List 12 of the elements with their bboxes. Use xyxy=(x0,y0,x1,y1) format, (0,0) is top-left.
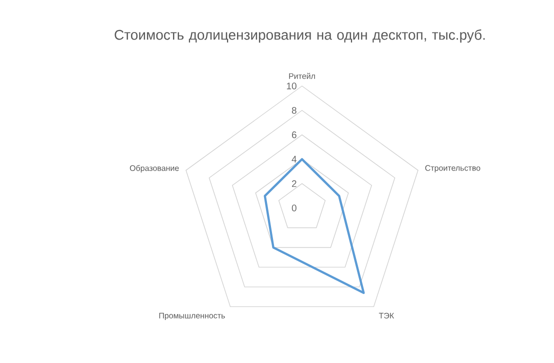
y-tick-label: 2 xyxy=(292,180,296,187)
spoke-label: Ритейл xyxy=(289,72,315,79)
y-tick-label: 8 xyxy=(292,107,296,114)
spoke-label: Промышленность xyxy=(159,312,225,320)
spoke-label: Строительство xyxy=(425,165,480,172)
spoke-label: ТЭК xyxy=(378,312,394,319)
y-tick-label: 6 xyxy=(292,131,296,138)
spoke-label: Образование xyxy=(130,165,179,173)
chart-title: Стоимость долицензирования на один десктоп, тыс.руб. xyxy=(114,29,485,43)
y-tick-label: 4 xyxy=(292,156,297,162)
y-tick-label: 0 xyxy=(292,204,296,212)
y-tick-label: 10 xyxy=(286,82,296,90)
